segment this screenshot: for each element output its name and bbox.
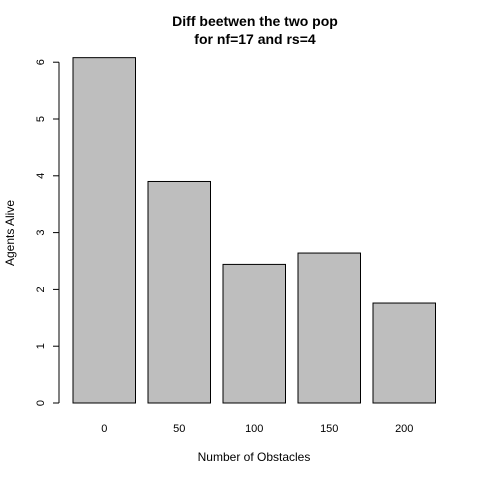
y-tick-label: 1: [35, 343, 47, 349]
y-tick-label: 4: [35, 173, 47, 179]
x-axis-label: Number of Obstacles: [198, 450, 311, 464]
x-tick-label: 100: [245, 423, 263, 435]
bar-200: [372, 302, 436, 404]
x-tick-label: 50: [173, 423, 185, 435]
y-tick-label: 0: [35, 400, 47, 406]
x-tick-labels: 0 50 100 150 200: [101, 423, 413, 435]
y-tick-label: 5: [35, 116, 47, 122]
x-tick-label: 0: [101, 423, 107, 435]
y-axis-label: Agents Alive: [3, 200, 17, 266]
bar-50: [147, 180, 211, 404]
bar-0: [72, 57, 136, 404]
x-tick-label: 150: [320, 423, 338, 435]
bar-100: [222, 263, 286, 404]
chart-subtitle: for nf=17 and rs=4: [194, 31, 316, 47]
x-tick-label: 200: [395, 423, 413, 435]
y-tick-label: 2: [35, 286, 47, 292]
y-tick-label: 3: [35, 230, 47, 236]
y-tick-label: 6: [35, 59, 47, 65]
bar-150: [297, 252, 361, 404]
chart-title: Diff beetwen the two pop: [172, 13, 338, 29]
y-axis: 0 1 2 3 4 5 6: [35, 59, 60, 406]
bars-group: [72, 57, 436, 404]
